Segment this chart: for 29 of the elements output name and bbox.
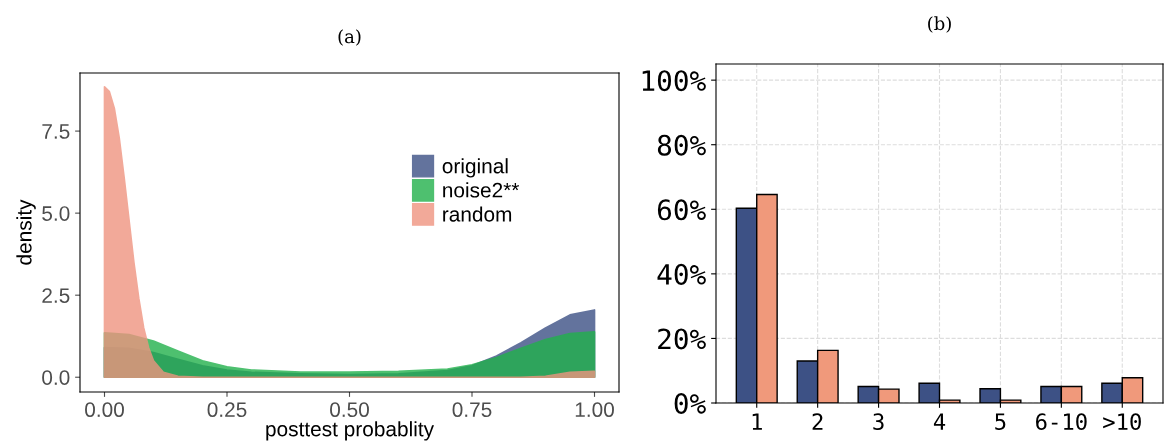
y-tick-label: 0% xyxy=(674,393,706,415)
x-tick-label: 0.00 xyxy=(85,402,124,418)
y-tick-label: 2.5 xyxy=(42,288,70,303)
y-tick-label: 7.5 xyxy=(42,124,70,139)
y-tick-label: 5.0 xyxy=(42,206,70,221)
x-tick-label: 0.25 xyxy=(207,402,247,418)
x-axis-title: posttest probablity xyxy=(266,421,435,441)
x-tick-label: 1 xyxy=(752,413,762,430)
x-tick-label: 0.50 xyxy=(330,402,369,418)
x-tick-label: 0.75 xyxy=(452,402,492,418)
x-tick-label: 2 xyxy=(812,413,823,430)
y-tick-label: 60% xyxy=(657,199,706,221)
chart-title: (b) xyxy=(928,16,951,33)
x-tick-label: 6-10 xyxy=(1036,413,1087,431)
y-tick-label: 40% xyxy=(657,263,706,285)
x-tick-label: 3 xyxy=(873,413,884,431)
y-tick-label: 20% xyxy=(658,328,706,350)
x-tick-label: 1.00 xyxy=(575,402,614,418)
y-tick-label: 0.0 xyxy=(42,370,70,385)
y-axis-title: density xyxy=(16,199,36,265)
x-tick-label: >10 xyxy=(1103,413,1141,431)
y-tick-label: 100% xyxy=(642,70,706,92)
x-tick-label: 5 xyxy=(995,413,1006,431)
x-tick-label: 4 xyxy=(933,413,946,430)
legend-label: noise2** xyxy=(443,182,520,198)
legend-label: original xyxy=(442,158,508,178)
legend-label: random xyxy=(443,206,512,222)
chart-title: (a) xyxy=(338,29,361,46)
y-tick-label: 80% xyxy=(657,134,706,156)
